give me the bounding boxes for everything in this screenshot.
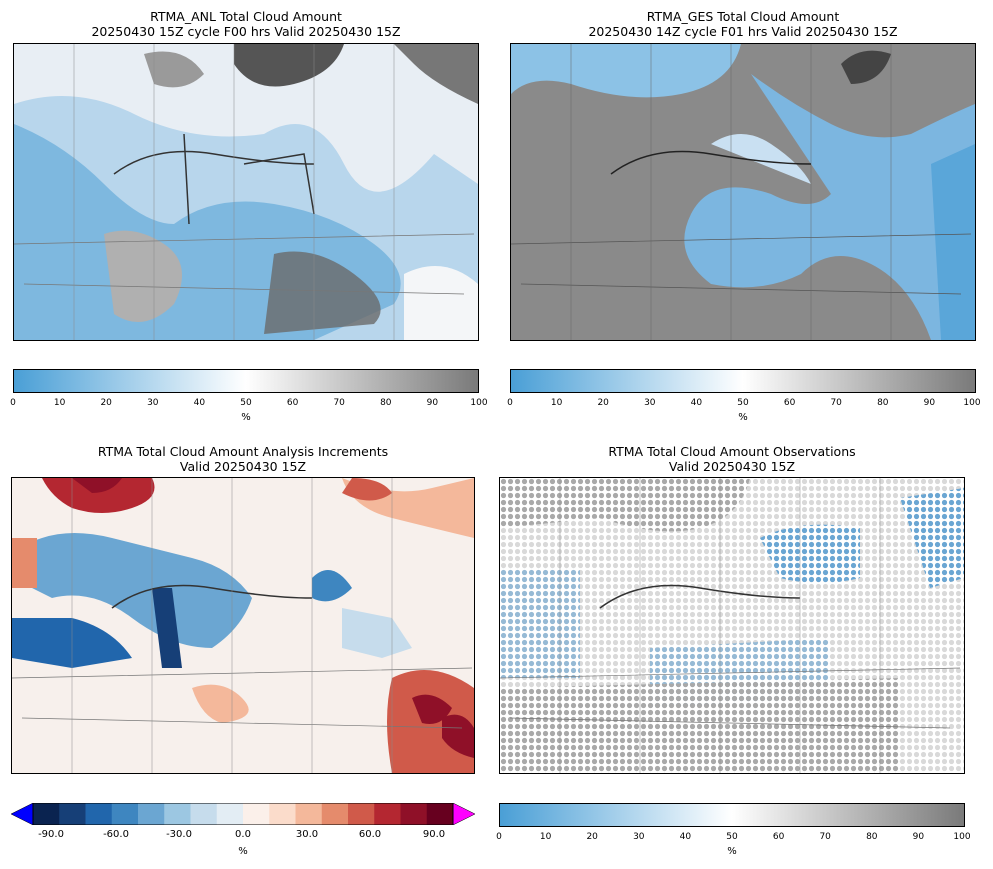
anl-cloud-map xyxy=(13,43,479,341)
tick-label: 60 xyxy=(286,398,299,408)
panel-ges-title-line1: RTMA_GES Total Cloud Amount xyxy=(646,9,840,24)
tick-label: 90.0 xyxy=(422,829,446,840)
anl-colorbar-unit: % xyxy=(241,412,251,423)
tick-label: -90.0 xyxy=(38,829,64,840)
increment-colorbar xyxy=(10,802,476,826)
tick-label: 0 xyxy=(507,398,513,408)
tick-label: 0 xyxy=(10,398,16,408)
panel-anl-title-line2: 20250430 15Z cycle F00 hrs Valid 2025043… xyxy=(91,24,401,39)
ges-cloud-map xyxy=(510,43,976,341)
colorbar-bin xyxy=(138,803,165,825)
colorbar-bins xyxy=(33,803,454,825)
tick-label: 30 xyxy=(633,832,645,842)
tick-label: 20 xyxy=(100,398,112,408)
tick-label: 50 xyxy=(726,832,738,842)
obs-map xyxy=(499,477,965,774)
panel-ges-title: RTMA_GES Total Cloud Amount 20250430 14Z… xyxy=(510,9,976,39)
tick-label: 100 xyxy=(470,398,488,408)
anl-cloud-colorbar xyxy=(13,369,479,393)
tick-label: 90 xyxy=(912,832,925,842)
tick-label: 90 xyxy=(426,398,439,408)
colorbar-bin xyxy=(59,803,86,825)
obs-cloud-colorbar xyxy=(499,803,965,827)
tick-label: 80 xyxy=(380,398,392,408)
panel-anl-title-line1: RTMA_ANL Total Cloud Amount xyxy=(150,9,342,24)
colorbar-bin xyxy=(321,803,349,825)
tick-label: 100 xyxy=(953,832,971,842)
tick-label: -60.0 xyxy=(103,829,129,840)
ges-colorbar-unit: % xyxy=(738,412,748,423)
tick-label: 40 xyxy=(679,832,692,842)
obs-colorbar-unit: % xyxy=(727,846,737,857)
colorbar-bin xyxy=(190,803,218,825)
tick-label: -30.0 xyxy=(166,829,192,840)
colorbar-under-arrow xyxy=(10,802,34,826)
tick-label: 20 xyxy=(597,398,609,408)
colorbar-bin xyxy=(243,803,270,825)
increment-map xyxy=(11,477,475,774)
panel-obs-title-line2: Valid 20250430 15Z xyxy=(668,459,796,474)
tick-label: 30 xyxy=(147,398,159,408)
colorbar-bin xyxy=(111,803,139,825)
tick-label: 70 xyxy=(333,398,345,408)
colorbar-bin xyxy=(33,803,60,825)
tick-label: 0 xyxy=(496,832,502,842)
colorbar-bin xyxy=(164,803,191,825)
tick-label: 0.0 xyxy=(235,829,251,840)
panel-increment-title: RTMA Total Cloud Amount Analysis Increme… xyxy=(11,444,475,474)
increment-colorbar-unit: % xyxy=(238,846,248,857)
colorbar-bin xyxy=(374,803,401,825)
panel-obs-title: RTMA Total Cloud Amount Observations Val… xyxy=(499,444,965,474)
tick-label: 80 xyxy=(877,398,889,408)
colorbar-bin xyxy=(216,803,244,825)
tick-label: 70 xyxy=(819,832,831,842)
tick-label: 20 xyxy=(586,832,598,842)
tick-label: 70 xyxy=(830,398,842,408)
tick-label: 40 xyxy=(690,398,703,408)
panel-ges-title-line2: 20250430 14Z cycle F01 hrs Valid 2025043… xyxy=(588,24,898,39)
panel-anl-title: RTMA_ANL Total Cloud Amount 20250430 15Z… xyxy=(13,9,479,39)
colorbar-bin xyxy=(348,803,375,825)
tick-label: 50 xyxy=(240,398,252,408)
panel-obs-title-line1: RTMA Total Cloud Amount Observations xyxy=(608,444,856,459)
tick-label: 10 xyxy=(539,832,552,842)
colorbar-over-arrow xyxy=(452,802,476,826)
colorbar-bin xyxy=(269,803,296,825)
tick-label: 60 xyxy=(783,398,796,408)
tick-label: 30 xyxy=(644,398,656,408)
colorbar-bin xyxy=(85,803,113,825)
colorbar-bin xyxy=(426,803,454,825)
tick-label: 10 xyxy=(53,398,66,408)
tick-label: 80 xyxy=(866,832,878,842)
tick-label: 40 xyxy=(193,398,206,408)
tick-label: 30.0 xyxy=(295,829,319,840)
ges-cloud-colorbar xyxy=(510,369,976,393)
tick-label: 100 xyxy=(963,398,981,408)
panel-increment-title-line2: Valid 20250430 15Z xyxy=(179,459,307,474)
tick-label: 50 xyxy=(737,398,749,408)
tick-label: 60.0 xyxy=(358,829,382,840)
tick-label: 60 xyxy=(772,832,785,842)
colorbar-bin xyxy=(295,803,323,825)
tick-label: 10 xyxy=(550,398,563,408)
colorbar-bin xyxy=(400,803,428,825)
panel-increment-title-line1: RTMA Total Cloud Amount Analysis Increme… xyxy=(97,444,389,459)
tick-label: 90 xyxy=(923,398,936,408)
